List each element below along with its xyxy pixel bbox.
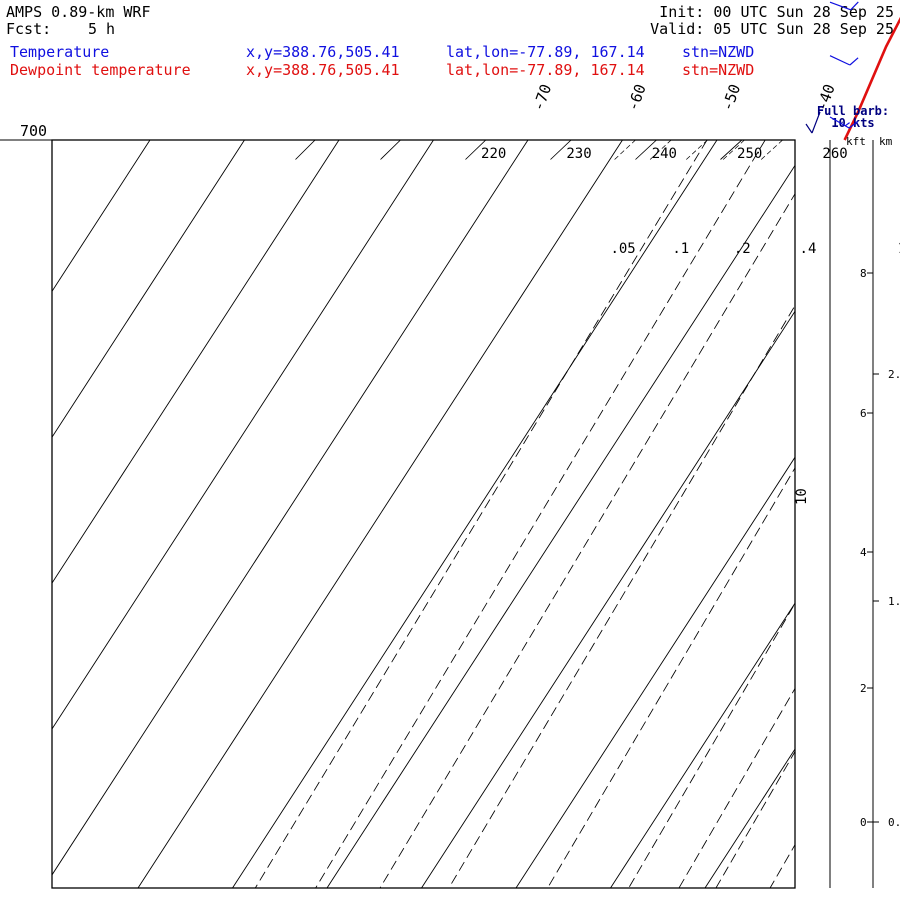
mixing-ratio-label: .2 [734,241,751,257]
height-kft-tick-label: 6 [860,407,867,420]
theta-label: 250 [737,146,762,162]
height-axis-kft-label: kft [846,135,866,148]
isotherm-label: -50 [718,82,744,114]
isotherm-line [137,140,623,888]
isotherm-line [232,140,718,888]
legend-dewpoint-stn: stn=NZWD [682,61,755,79]
mixing-ratio-line [547,467,795,888]
isotherm-line [421,310,795,888]
height-kft-tick-label: 4 [860,546,867,559]
barb-legend-value: 10 kts [831,116,874,130]
barb-speed-label: 10 [794,488,810,505]
mixing-ratio-line [628,602,795,888]
height-kft-tick-label: 8 [860,267,867,280]
legend-dewpoint-name: Dewpoint temperature [10,61,191,79]
legend-dewpoint-latlon: lat,lon=-77.89, 167.14 [446,61,645,79]
height-km-tick-label: 0. [888,816,900,829]
dry-adiabat [465,140,487,160]
moist-adiabat [686,140,708,160]
model-title: AMPS 0.89-km WRF [6,3,151,21]
height-kft-tick-label: 2 [860,682,867,695]
mixing-ratio-label: 1 [898,241,900,257]
height-axis-km-label: km [879,135,893,148]
mixing-ratio-line [254,140,708,888]
isotherm-label: -70 [529,82,555,114]
isotherm-label: -60 [624,82,650,114]
fcst-label: Fcst: [6,20,52,38]
mixing-ratio-line [678,687,795,888]
legend-dewpoint-xy: x,y=388.76,505.41 [246,61,400,79]
mixing-ratio-line [379,193,795,888]
valid-time: Valid: 05 UTC Sun 28 Sep 25 [650,20,894,38]
dry-adiabat [380,140,402,160]
legend-temperature-xy: x,y=388.76,505.41 [246,43,400,61]
isotherm-line [52,140,434,730]
isotherm-line [515,456,795,888]
mixing-ratio-label: .4 [800,241,817,257]
isotherm-line [52,140,340,584]
mixing-ratio-label: .1 [672,241,689,257]
wind-barb [829,116,859,129]
wind-barb [829,55,859,66]
legend-temperature-stn: stn=NZWD [682,43,755,61]
isotherm-line [704,748,795,888]
mixing-ratio-line [769,843,795,888]
barb-legend-icon [805,111,821,134]
wind-barb [829,1,859,11]
height-km-tick-label: 2. [888,368,900,381]
fcst-value: 5 h [88,20,116,38]
legend-temperature-name: Temperature [10,43,110,61]
mixing-ratio-label: .05 [610,241,635,257]
isotherm-line [610,602,795,888]
dry-adiabat [295,140,316,160]
moist-adiabat [722,140,746,160]
isotherm-line [326,164,795,888]
theta-label: 260 [822,146,847,162]
height-km-tick-label: 1. [888,595,900,608]
isotherm-line [52,140,245,439]
mixing-ratio-line [715,750,795,888]
isotherm-line [52,140,529,876]
mixing-ratio-line [448,304,795,888]
isotherm-line [52,140,151,293]
theta-label: 230 [566,146,591,162]
plot-frame [51,139,796,889]
barb-legend-title: Full barb: [817,104,889,118]
theta-label: 240 [652,146,677,162]
legend-temperature-latlon: lat,lon=-77.89, 167.14 [446,43,645,61]
theta-label: 220 [481,146,506,162]
init-time: Init: 00 UTC Sun 28 Sep 25 [659,3,894,21]
pressure-label: 700 [20,122,47,140]
mixing-ratio-line [315,140,766,888]
height-kft-tick-label: 0 [860,816,867,829]
